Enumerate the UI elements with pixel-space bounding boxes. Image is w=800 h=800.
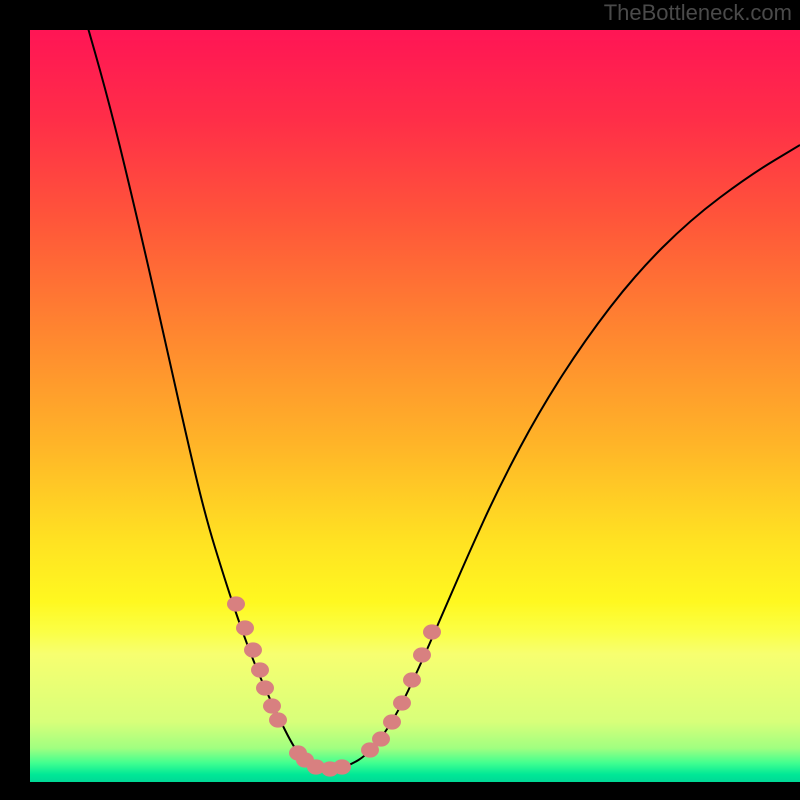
data-marker xyxy=(236,620,254,635)
data-marker xyxy=(333,759,351,774)
data-marker xyxy=(423,624,441,639)
curve-overlay xyxy=(30,30,800,782)
data-marker xyxy=(263,698,281,713)
data-marker xyxy=(372,731,390,746)
data-marker xyxy=(251,662,269,677)
data-marker xyxy=(383,714,401,729)
watermark-text: TheBottleneck.com xyxy=(604,0,792,26)
data-marker xyxy=(393,695,411,710)
data-marker xyxy=(256,680,274,695)
plot-area xyxy=(30,30,800,782)
data-marker xyxy=(403,672,421,687)
data-marker xyxy=(244,642,262,657)
data-marker xyxy=(413,647,431,662)
data-marker xyxy=(227,596,245,611)
curve-right xyxy=(328,145,800,769)
data-marker xyxy=(269,712,287,727)
curve-left xyxy=(80,30,328,769)
